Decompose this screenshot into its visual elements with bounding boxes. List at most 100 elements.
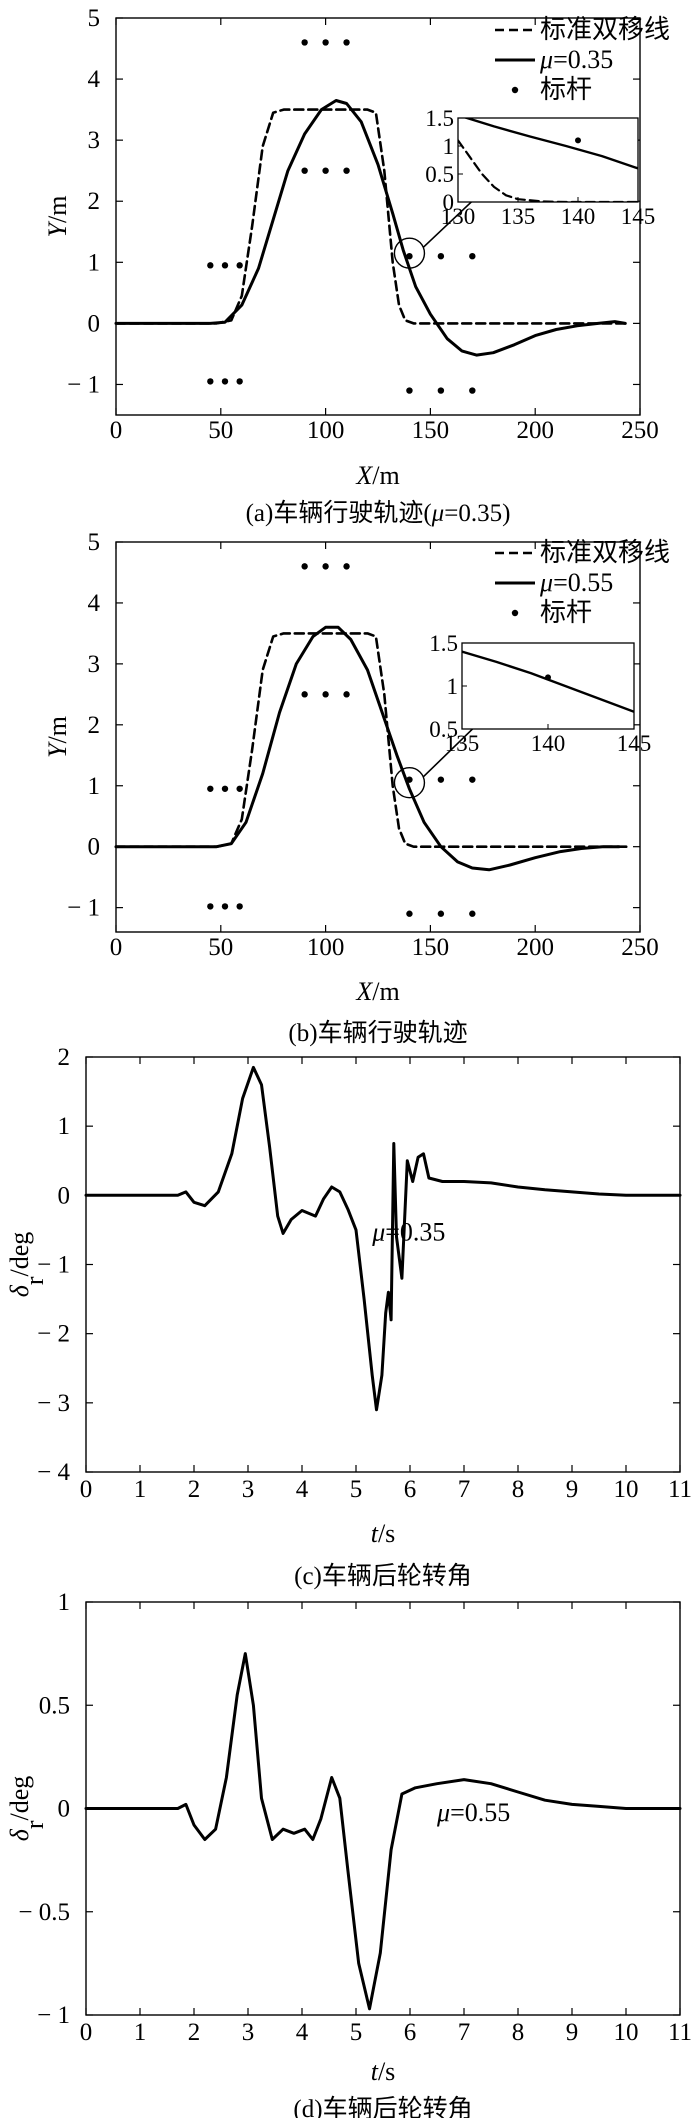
x-tick-label: 4 [296,1476,309,1503]
y-tick-label: 0 [88,834,101,861]
legend-label: 标准双移线 [540,538,670,567]
x-tick-label: 250 [621,934,659,961]
inset-x-tick-label: 145 [617,731,652,756]
pole-marker [221,378,229,385]
x-tick-label: 0 [110,417,123,444]
pole-marker [469,387,476,394]
mu-annotation: μ=0.55 [436,1798,510,1827]
inset-reference-line [458,139,638,202]
pole-marker [301,167,308,174]
pole-marker [343,167,350,174]
x-tick-label: 9 [566,1476,579,1503]
y-tick-label: 1 [58,1113,71,1140]
legend-entry: μ=0.35 [539,45,613,74]
caption-prefix: (c)车辆后轮转角 [294,1562,472,1590]
y-tick-label: 1 [88,773,101,800]
x-tick-label: 8 [512,1476,525,1503]
y-axis-subscript: r [20,1276,49,1285]
legend-entry: μ=0.55 [539,568,613,597]
x-tick-label: 11 [668,1476,692,1503]
pole-marker [207,378,214,385]
y-tick-label: 5 [88,529,101,556]
x-tick-label: 250 [621,417,659,444]
y-axis-unit: /m [43,196,72,223]
x-tick-label: 1 [134,1476,147,1503]
y-tick-label: − 0.5 [18,1899,70,1926]
y-tick-label: 5 [88,5,101,32]
y-tick-label: 0.5 [39,1692,70,1719]
mu-annotation-value: =0.55 [450,1798,510,1827]
x-tick-label: 3 [242,2019,255,2046]
pole-marker [236,785,243,792]
x-axis-unit: /m [372,977,399,1006]
pole-marker [236,378,243,385]
y-tick-label: − 1 [67,371,100,398]
pole-marker [322,39,329,46]
x-tick-label: 150 [412,934,450,961]
inset-x-tick-label: 130 [441,204,476,229]
caption-prefix: (a)车辆行驶轨迹( [246,499,432,527]
legend-swatch-marker [511,86,519,94]
pole-marker [469,253,476,260]
legend-label: 标杆 [540,598,592,627]
pole-marker [469,776,476,783]
x-tick-label: 4 [296,2019,309,2046]
inset-frame [457,117,639,203]
x-tick-label: 100 [307,934,345,961]
x-axis-unit: /s [378,2057,395,2086]
inset-x-tick-label: 145 [621,204,656,229]
pole-marker [437,776,445,783]
legend-label: 标准双移线 [540,15,670,44]
legend-entry: 标杆 [540,598,592,627]
pole-marker [322,691,329,698]
x-axis-unit: /m [372,461,399,490]
inset-pole-marker [545,674,551,681]
x-tick-label: 8 [512,2019,525,2046]
legend-value: =0.55 [553,568,613,597]
x-axis-label: t/s [371,2057,396,2086]
chart-caption: (c)车辆后轮转角 [294,1562,472,1590]
y-axis-var: δ [5,1284,34,1297]
caption-suffix: =0.35) [444,500,510,527]
x-axis-var: X [355,977,373,1006]
pole-marker [437,253,445,260]
inset-y-tick-label: 1 [443,134,455,159]
y-axis-var: Y [43,220,72,237]
pole-marker [322,167,329,174]
trajectory-line [114,625,621,872]
pole-marker [469,910,476,917]
x-tick-label: 3 [242,1476,255,1503]
inset-y-tick-label: 0.5 [429,717,458,742]
y-tick-label: 3 [88,127,101,154]
pole-marker [343,39,350,46]
x-tick-label: 11 [668,2019,692,2046]
y-tick-label: 1 [58,1589,71,1616]
mu-annotation: μ=0.35 [371,1217,445,1246]
y-tick-label: − 2 [37,1321,70,1348]
pole-marker [221,903,229,910]
y-axis-unit: /m [43,716,72,743]
pole-marker [207,903,214,910]
pole-marker [236,262,243,269]
x-axis-unit: /s [378,1519,395,1548]
x-tick-label: 5 [350,2019,363,2046]
y-axis-label: Y/m [43,196,72,238]
pole-marker [406,776,413,783]
x-tick-label: 6 [404,1476,417,1503]
trajectory-line [84,1065,682,1412]
inset-y-tick-label: 1 [447,674,459,699]
y-tick-label: 2 [58,1044,71,1071]
y-tick-label: 0 [58,1796,71,1823]
legend-entry: 标准双移线 [540,15,670,44]
x-tick-label: 200 [516,417,554,444]
y-tick-label: 4 [88,590,101,617]
y-tick-label: 0 [58,1182,71,1209]
reference-lane-line [114,108,631,325]
pole-marker [322,563,329,570]
x-axis-label: X/m [355,461,399,490]
x-tick-label: 150 [412,417,450,444]
x-tick-label: 6 [404,2019,417,2046]
y-tick-label: − 3 [37,1390,70,1417]
plot-frame [115,541,641,933]
legend-entry: 标杆 [540,75,592,104]
